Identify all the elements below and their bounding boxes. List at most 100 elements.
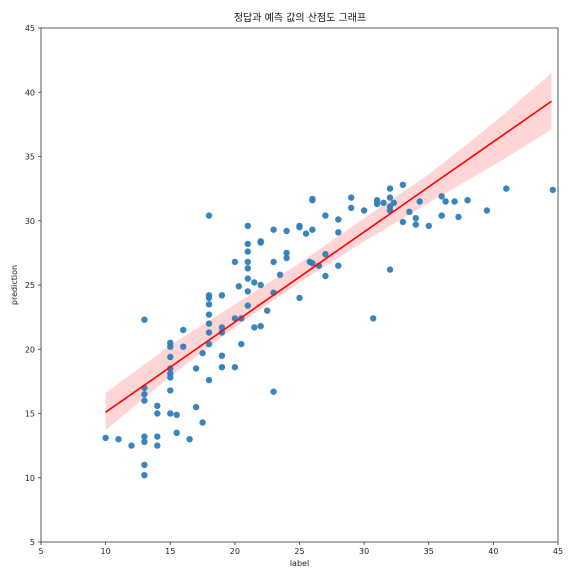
data-point: [167, 374, 174, 381]
data-point: [154, 433, 161, 440]
data-point: [270, 388, 277, 395]
data-point: [309, 226, 316, 233]
data-point: [380, 199, 387, 206]
x-tick-label: 45: [553, 547, 563, 556]
data-point: [399, 218, 407, 226]
data-point: [218, 292, 226, 299]
x-tick-label: 40: [488, 547, 498, 556]
x-tick-label: 35: [424, 547, 434, 556]
data-point: [244, 265, 251, 272]
data-point: [296, 224, 303, 231]
data-point: [270, 226, 277, 233]
data-point: [102, 434, 109, 442]
data-point: [128, 442, 135, 449]
data-point: [154, 442, 161, 449]
data-point: [141, 472, 148, 479]
data-point: [244, 258, 251, 266]
data-point: [244, 302, 251, 309]
data-point: [205, 311, 213, 318]
x-tick-label: 10: [101, 547, 111, 556]
data-point: [455, 213, 462, 221]
data-point: [370, 315, 377, 322]
data-point: [244, 240, 251, 248]
data-point: [244, 275, 251, 282]
data-point: [276, 271, 284, 278]
data-point: [199, 419, 206, 426]
data-point: [244, 288, 251, 295]
data-point: [205, 212, 213, 219]
x-tick-label: 25: [294, 547, 304, 556]
data-point: [451, 198, 458, 205]
y-tick-label: 10: [25, 474, 35, 483]
data-point: [309, 260, 316, 267]
data-point: [335, 262, 342, 269]
y-tick-label: 15: [25, 410, 35, 419]
data-point: [373, 200, 381, 208]
y-axis: 5 10 15 20 25 30 35 40 45: [25, 24, 41, 547]
data-point: [180, 343, 187, 350]
data-point: [192, 365, 200, 372]
data-point: [141, 316, 148, 323]
data-point: [173, 411, 180, 418]
regression-line-layer: [105, 100, 552, 413]
data-point: [406, 208, 413, 215]
x-axis: 5 10 15 20 25 30 35 40 45: [38, 542, 563, 556]
data-point: [180, 326, 187, 334]
data-point: [416, 198, 423, 205]
data-point: [154, 402, 161, 409]
data-point: [257, 322, 264, 330]
y-tick-label: 30: [25, 217, 35, 226]
data-point: [205, 320, 213, 327]
y-tick-label: 45: [25, 24, 35, 33]
data-point: [360, 207, 368, 214]
data-point: [167, 410, 174, 417]
data-point: [438, 193, 445, 200]
data-point: [205, 376, 213, 384]
data-point: [390, 199, 398, 206]
data-point: [141, 391, 148, 398]
data-point: [386, 266, 394, 273]
data-point: [235, 283, 242, 290]
data-point: [503, 185, 510, 192]
y-tick-label: 35: [25, 153, 35, 162]
data-point: [218, 324, 226, 331]
data-point: [348, 194, 355, 201]
data-point: [205, 340, 213, 348]
data-point: [335, 216, 342, 223]
data-point: [238, 340, 245, 348]
data-point: [309, 197, 316, 204]
data-point: [283, 249, 290, 257]
chart-title: 정답과 예측 값의 산점도 그래프: [234, 12, 366, 24]
regression-line: [105, 100, 552, 413]
y-axis-label: prediction: [10, 265, 19, 305]
data-point: [141, 433, 148, 440]
y-tick-label: 40: [25, 88, 35, 97]
y-tick-label: 25: [25, 281, 35, 290]
data-point: [231, 364, 239, 371]
data-point: [425, 222, 432, 230]
data-point: [141, 461, 148, 469]
data-point: [283, 227, 290, 235]
data-point: [302, 230, 310, 237]
data-point: [244, 222, 251, 230]
data-point: [205, 329, 213, 336]
data-point: [167, 343, 174, 350]
data-point: [251, 279, 258, 286]
data-point: [141, 438, 148, 445]
data-point: [264, 307, 271, 314]
confidence-band-layer: [105, 73, 552, 431]
data-point: [192, 403, 200, 411]
data-point: [322, 212, 329, 219]
data-point: [205, 294, 213, 302]
data-point: [141, 397, 148, 404]
data-point: [167, 353, 174, 361]
data-point: [257, 239, 264, 246]
x-tick-label: 5: [38, 547, 43, 556]
data-point: [322, 272, 329, 280]
data-point: [464, 197, 471, 204]
data-point: [412, 221, 419, 228]
data-point: [399, 181, 407, 188]
y-tick-label: 20: [25, 345, 35, 354]
data-point: [173, 429, 180, 436]
